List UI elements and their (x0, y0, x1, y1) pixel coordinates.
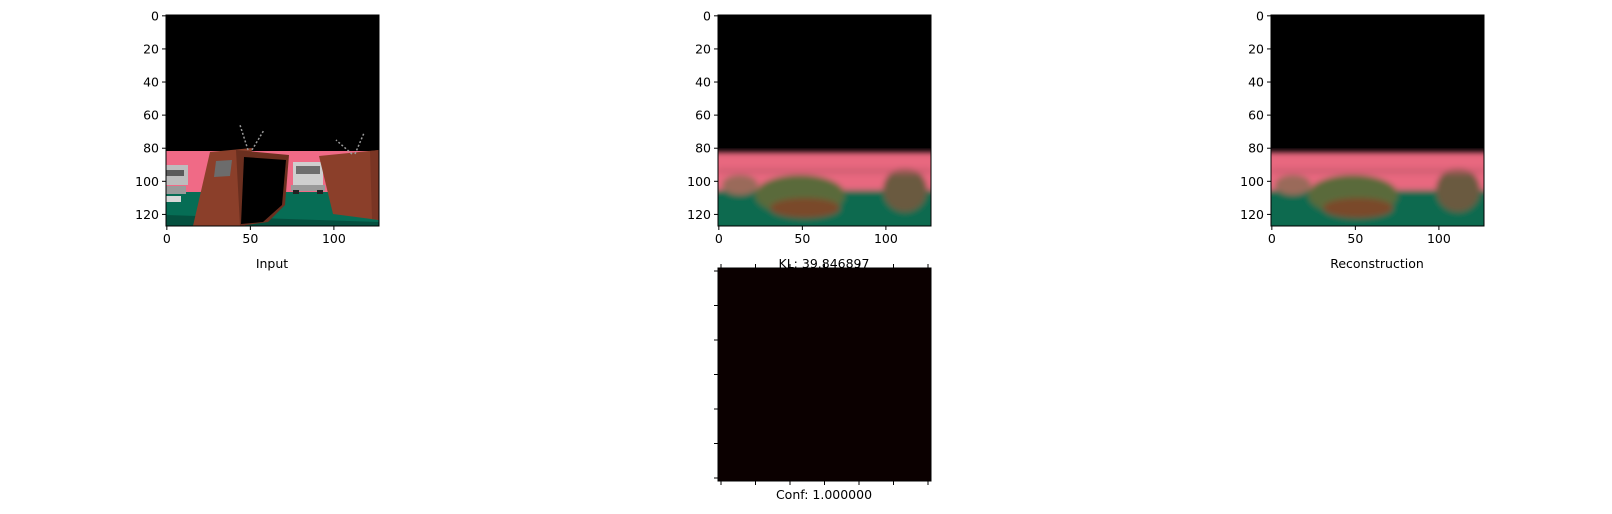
tv-antenna-left (239, 124, 265, 151)
car-center (291, 162, 325, 194)
generated-panel (717, 14, 932, 227)
axes-layer: 0 50 100 0 20 40 60 80 100 120 0 50 100 0 20 40 60 80 100 1… (135, 8, 1451, 485)
y-tick-label: 60 (1248, 108, 1264, 123)
y-tick-label: 100 (1240, 174, 1264, 189)
y-tick-label: 20 (143, 41, 159, 56)
input-panel (165, 14, 380, 227)
x-tick-label: 0 (715, 231, 723, 246)
y-tick-label: 60 (695, 108, 711, 123)
y-tick-label: 120 (135, 207, 159, 222)
input-xlabel: Input (256, 256, 288, 271)
y-tick-label: 40 (1248, 75, 1264, 90)
y-tick-label: 120 (1240, 207, 1264, 222)
tv-left (193, 148, 289, 226)
y-tick-label: 120 (687, 207, 711, 222)
confidence-heatmap (717, 267, 932, 482)
y-tick-label: 0 (151, 8, 159, 23)
generated-xlabel: KL: 39.846897 (779, 256, 870, 271)
x-tick-label: 0 (163, 231, 171, 246)
y-tick-label: 20 (695, 41, 711, 56)
x-tick-label: 100 (322, 231, 346, 246)
x-tick-label: 100 (1427, 231, 1451, 246)
y-tick-label: 60 (143, 108, 159, 123)
input-image (166, 15, 379, 226)
y-tick-label: 0 (703, 8, 711, 23)
y-tick-label: 40 (143, 75, 159, 90)
y-tick-label: 100 (135, 174, 159, 189)
x-tick-label: 50 (794, 231, 810, 246)
y-tick-label: 0 (1256, 8, 1264, 23)
y-tick-label: 80 (1248, 141, 1264, 156)
y-tick-label: 20 (1248, 41, 1264, 56)
x-tick-label: 0 (1268, 231, 1276, 246)
y-tick-label: 80 (695, 141, 711, 156)
y-tick-label: 80 (143, 141, 159, 156)
generated-image (718, 15, 931, 226)
x-tick-label: 50 (242, 231, 258, 246)
reconstruction-xlabel: Reconstruction (1330, 256, 1424, 271)
car-left (166, 165, 188, 202)
x-tick-label: 50 (1347, 231, 1363, 246)
reconstruction-image (1271, 15, 1484, 226)
confidence-xlabel: Conf: 1.000000 (776, 487, 872, 502)
reconstruction-panel (1270, 14, 1485, 227)
tv-antenna-right (335, 132, 365, 155)
tv-right (319, 150, 379, 220)
y-tick-label: 100 (687, 174, 711, 189)
y-tick-label: 40 (695, 75, 711, 90)
confidence-panel (717, 267, 932, 482)
x-tick-label: 100 (874, 231, 898, 246)
